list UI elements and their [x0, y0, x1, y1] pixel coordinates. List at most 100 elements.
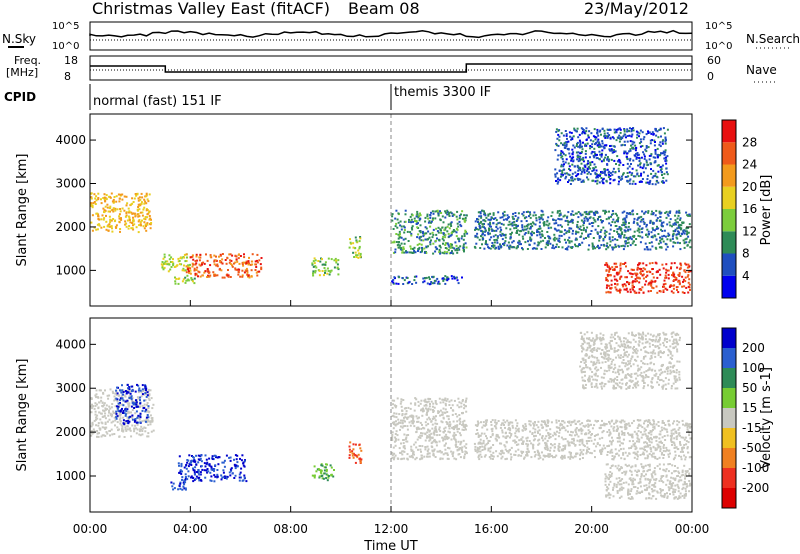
velocity-patch-cell — [139, 399, 141, 402]
power-patch-cell — [612, 137, 615, 140]
power-patch-cell — [577, 136, 580, 139]
velocity-patch-cell — [460, 402, 463, 405]
velocity-patch-cell — [144, 392, 147, 395]
power-patch-cell — [529, 225, 532, 228]
power-patch-cell — [572, 214, 575, 216]
power-patch-cell — [603, 244, 606, 247]
power-patch-cell — [168, 258, 171, 261]
power-patch-cell — [572, 179, 575, 182]
velocity-patch-cell — [648, 440, 651, 443]
power-patch-cell — [571, 152, 574, 155]
power-patch-cell — [525, 228, 528, 231]
velocity-patch-cell — [409, 424, 412, 427]
power-patch-cell — [163, 266, 166, 269]
power-patch-cell — [638, 228, 641, 231]
power-patch-cell — [138, 208, 141, 211]
velocity-patch-cell — [620, 421, 623, 424]
velocity-patch-cell — [446, 415, 449, 418]
velocity-patch-cell — [424, 400, 427, 403]
power-patch-cell — [679, 224, 681, 227]
velocity-patch-cell — [431, 449, 434, 452]
power-patch-cell — [527, 223, 530, 226]
velocity-patch-cell — [567, 420, 569, 423]
velocity-patch-cell — [144, 427, 147, 429]
power-patch-cell — [556, 182, 559, 185]
power-patch-cell — [582, 224, 585, 227]
velocity-patch-cell — [446, 452, 449, 455]
velocity-patch-cell — [458, 427, 460, 430]
power-patch-cell — [635, 152, 637, 155]
power-patch-cell — [587, 166, 590, 169]
power-patch-cell — [243, 253, 245, 256]
velocity-patch-cell — [459, 420, 462, 423]
power-patch-cell — [630, 135, 633, 138]
velocity-patch-cell — [149, 389, 152, 392]
velocity-patch-cell — [417, 420, 420, 423]
velocity-patch-cell — [195, 463, 198, 466]
power-patch-cell — [573, 146, 576, 149]
power-patch-cell — [587, 136, 590, 139]
velocity-patch-cell — [527, 443, 530, 446]
power-patch-cell — [663, 157, 666, 160]
power-patch-cell — [594, 172, 597, 175]
velocity-patch-cell — [476, 446, 479, 449]
power-patch-cell — [618, 226, 621, 229]
power-patch-cell — [114, 209, 117, 212]
power-patch-cell — [644, 210, 647, 213]
power-patch-cell — [425, 252, 428, 254]
velocity-patch-cell — [456, 420, 459, 423]
velocity-patch-cell — [325, 463, 327, 466]
velocity-patch-cell — [651, 455, 654, 458]
power-patch-cell — [259, 263, 262, 266]
velocity-patch-cell — [450, 450, 453, 453]
velocity-patch-cell — [426, 411, 428, 414]
velocity-patch-cell — [549, 428, 552, 431]
velocity-patch-cell — [563, 421, 566, 424]
power-patch-cell — [672, 233, 675, 236]
power-patch-cell — [104, 199, 107, 202]
velocity-patch-cell — [94, 410, 97, 413]
velocity-patch-cell — [241, 454, 244, 457]
velocity-patch-cell — [676, 448, 679, 451]
power-patch-cell — [333, 259, 336, 262]
power-patch-cell — [684, 230, 687, 233]
velocity-patch-cell — [425, 424, 428, 427]
velocity-patch-cell — [659, 445, 662, 448]
power-patch-cell — [632, 180, 635, 183]
velocity-patch-cell — [677, 428, 680, 431]
power-patch-cell — [657, 233, 660, 235]
velocity-patch-cell — [419, 436, 422, 439]
velocity-patch-cell — [406, 417, 409, 420]
power-patch-cell — [617, 137, 620, 139]
velocity-patch-cell — [453, 437, 456, 440]
power-patch-cell — [199, 253, 202, 256]
velocity-patch-cell — [643, 441, 646, 444]
power-patch-cell — [511, 215, 514, 218]
power-patch-cell — [523, 228, 526, 231]
power-patch-cell — [533, 232, 535, 235]
power-patch-cell — [494, 234, 497, 237]
power-patch-cell — [635, 156, 638, 159]
velocity-patch-cell — [415, 427, 418, 430]
velocity-patch-cell — [463, 419, 466, 422]
power-patch-cell — [194, 263, 197, 266]
power-patch-cell — [583, 169, 586, 172]
power-patch-cell — [587, 178, 590, 181]
velocity-patch-cell — [145, 390, 148, 393]
power-patch-cell — [668, 234, 671, 237]
power-patch-cell — [686, 266, 689, 269]
power-patch-cell — [629, 149, 632, 152]
power-patch-cell — [641, 236, 644, 239]
power-patch-cell — [141, 214, 144, 217]
velocity-patch-cell — [210, 475, 213, 478]
power-patch-cell — [400, 247, 402, 250]
power-patch-cell — [622, 263, 625, 265]
velocity-patch-cell — [181, 470, 183, 473]
velocity-patch-cell — [545, 425, 548, 428]
power-patch-cell — [591, 245, 594, 248]
noise-left-label: N.Sky — [2, 32, 36, 46]
power-patch-cell — [552, 218, 554, 221]
power-patch-cell — [521, 212, 524, 215]
velocity-patch-cell — [425, 403, 427, 406]
power-patch-cell — [576, 141, 579, 144]
